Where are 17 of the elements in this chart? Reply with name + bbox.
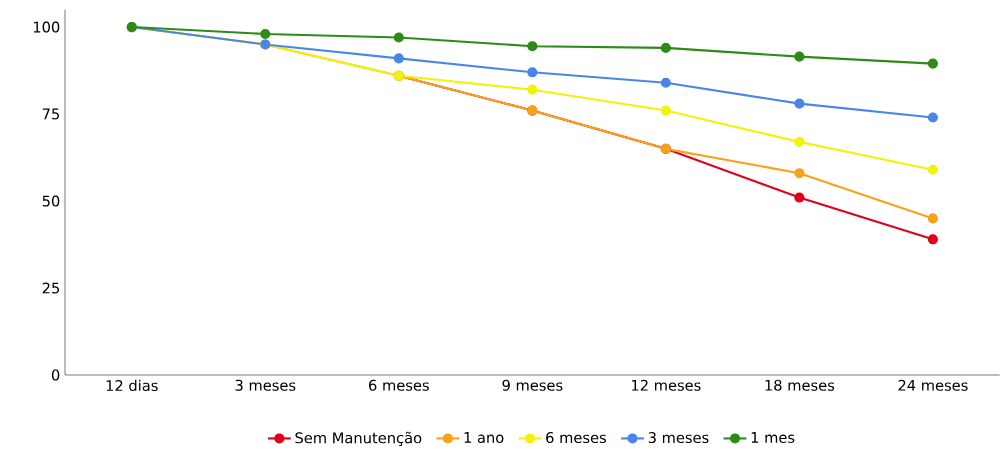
legend-label: 3 meses bbox=[648, 432, 709, 444]
legend-label: 1 ano bbox=[464, 432, 504, 443]
x-tick-label: 24 meses bbox=[898, 379, 968, 391]
y-tick-label: 25 bbox=[42, 282, 60, 294]
legend-label: 1 mes bbox=[751, 432, 795, 443]
y-tick-label: 75 bbox=[42, 108, 60, 120]
x-tick-label: 3 meses bbox=[235, 379, 296, 391]
x-tick-label: 12 dias bbox=[106, 379, 158, 392]
y-tick-label: 0 bbox=[51, 369, 60, 381]
legend-label: 6 meses bbox=[546, 432, 606, 444]
x-tick-label: 12 meses bbox=[632, 379, 701, 391]
y-tick-label: 50 bbox=[42, 195, 60, 207]
legend-label: Sem Manutenção bbox=[295, 431, 422, 446]
x-tick-label: 9 meses bbox=[502, 379, 563, 391]
x-tick-label: 6 meses bbox=[369, 379, 429, 391]
x-tick-label: 18 meses bbox=[765, 379, 835, 391]
y-tick-label: 100 bbox=[33, 21, 60, 33]
